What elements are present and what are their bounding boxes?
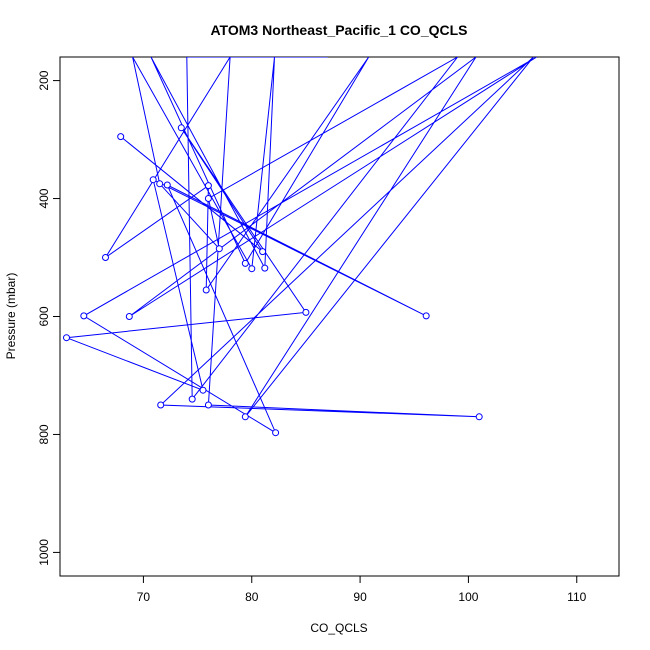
data-point [422,312,430,320]
x-tick-label: 110 [567,590,586,604]
data-point [188,395,196,403]
data-point [259,248,267,256]
x-axis-label: CO_QCLS [310,621,367,635]
data-point [215,245,223,253]
data-point [125,313,133,320]
data-point [63,334,70,342]
x-tick-label: 100 [458,590,478,604]
data-point [302,308,310,316]
series-0 [63,57,537,437]
data-point [248,265,256,273]
data-point [202,286,210,294]
y-axis-label: Pressure (mbar) [4,273,18,360]
series-layer [63,57,537,437]
data-point [102,254,109,261]
data-point [163,181,171,189]
data-point [177,124,185,132]
x-axis: 70 80 90 100 110 [137,575,587,604]
chart-title: ATOM3 Northeast_Pacific_1 CO_QCLS [210,22,467,38]
data-point [199,386,207,394]
data-point [80,312,88,320]
series-line [66,57,537,434]
data-point [241,413,249,421]
data-point [272,429,280,437]
data-point [204,195,212,202]
data-point [241,259,249,267]
y-tick-label: 1000 [37,539,51,566]
x-tick-label: 80 [245,590,259,604]
y-tick-label: 400 [37,188,51,208]
data-point [204,401,212,409]
data-point [149,176,157,184]
data-point [261,264,269,272]
y-tick-label: 200 [37,70,51,90]
y-tick-label: 800 [37,424,51,444]
data-point [157,401,165,409]
data-point [117,133,125,141]
data-point [204,182,212,190]
x-tick-label: 90 [353,590,367,604]
data-point [156,180,164,188]
y-tick-label: 600 [37,306,51,326]
y-axis: 200 400 600 800 1000 [37,70,61,566]
plot-area-border [59,56,620,577]
x-tick-label: 70 [137,590,151,604]
data-point [475,413,483,421]
